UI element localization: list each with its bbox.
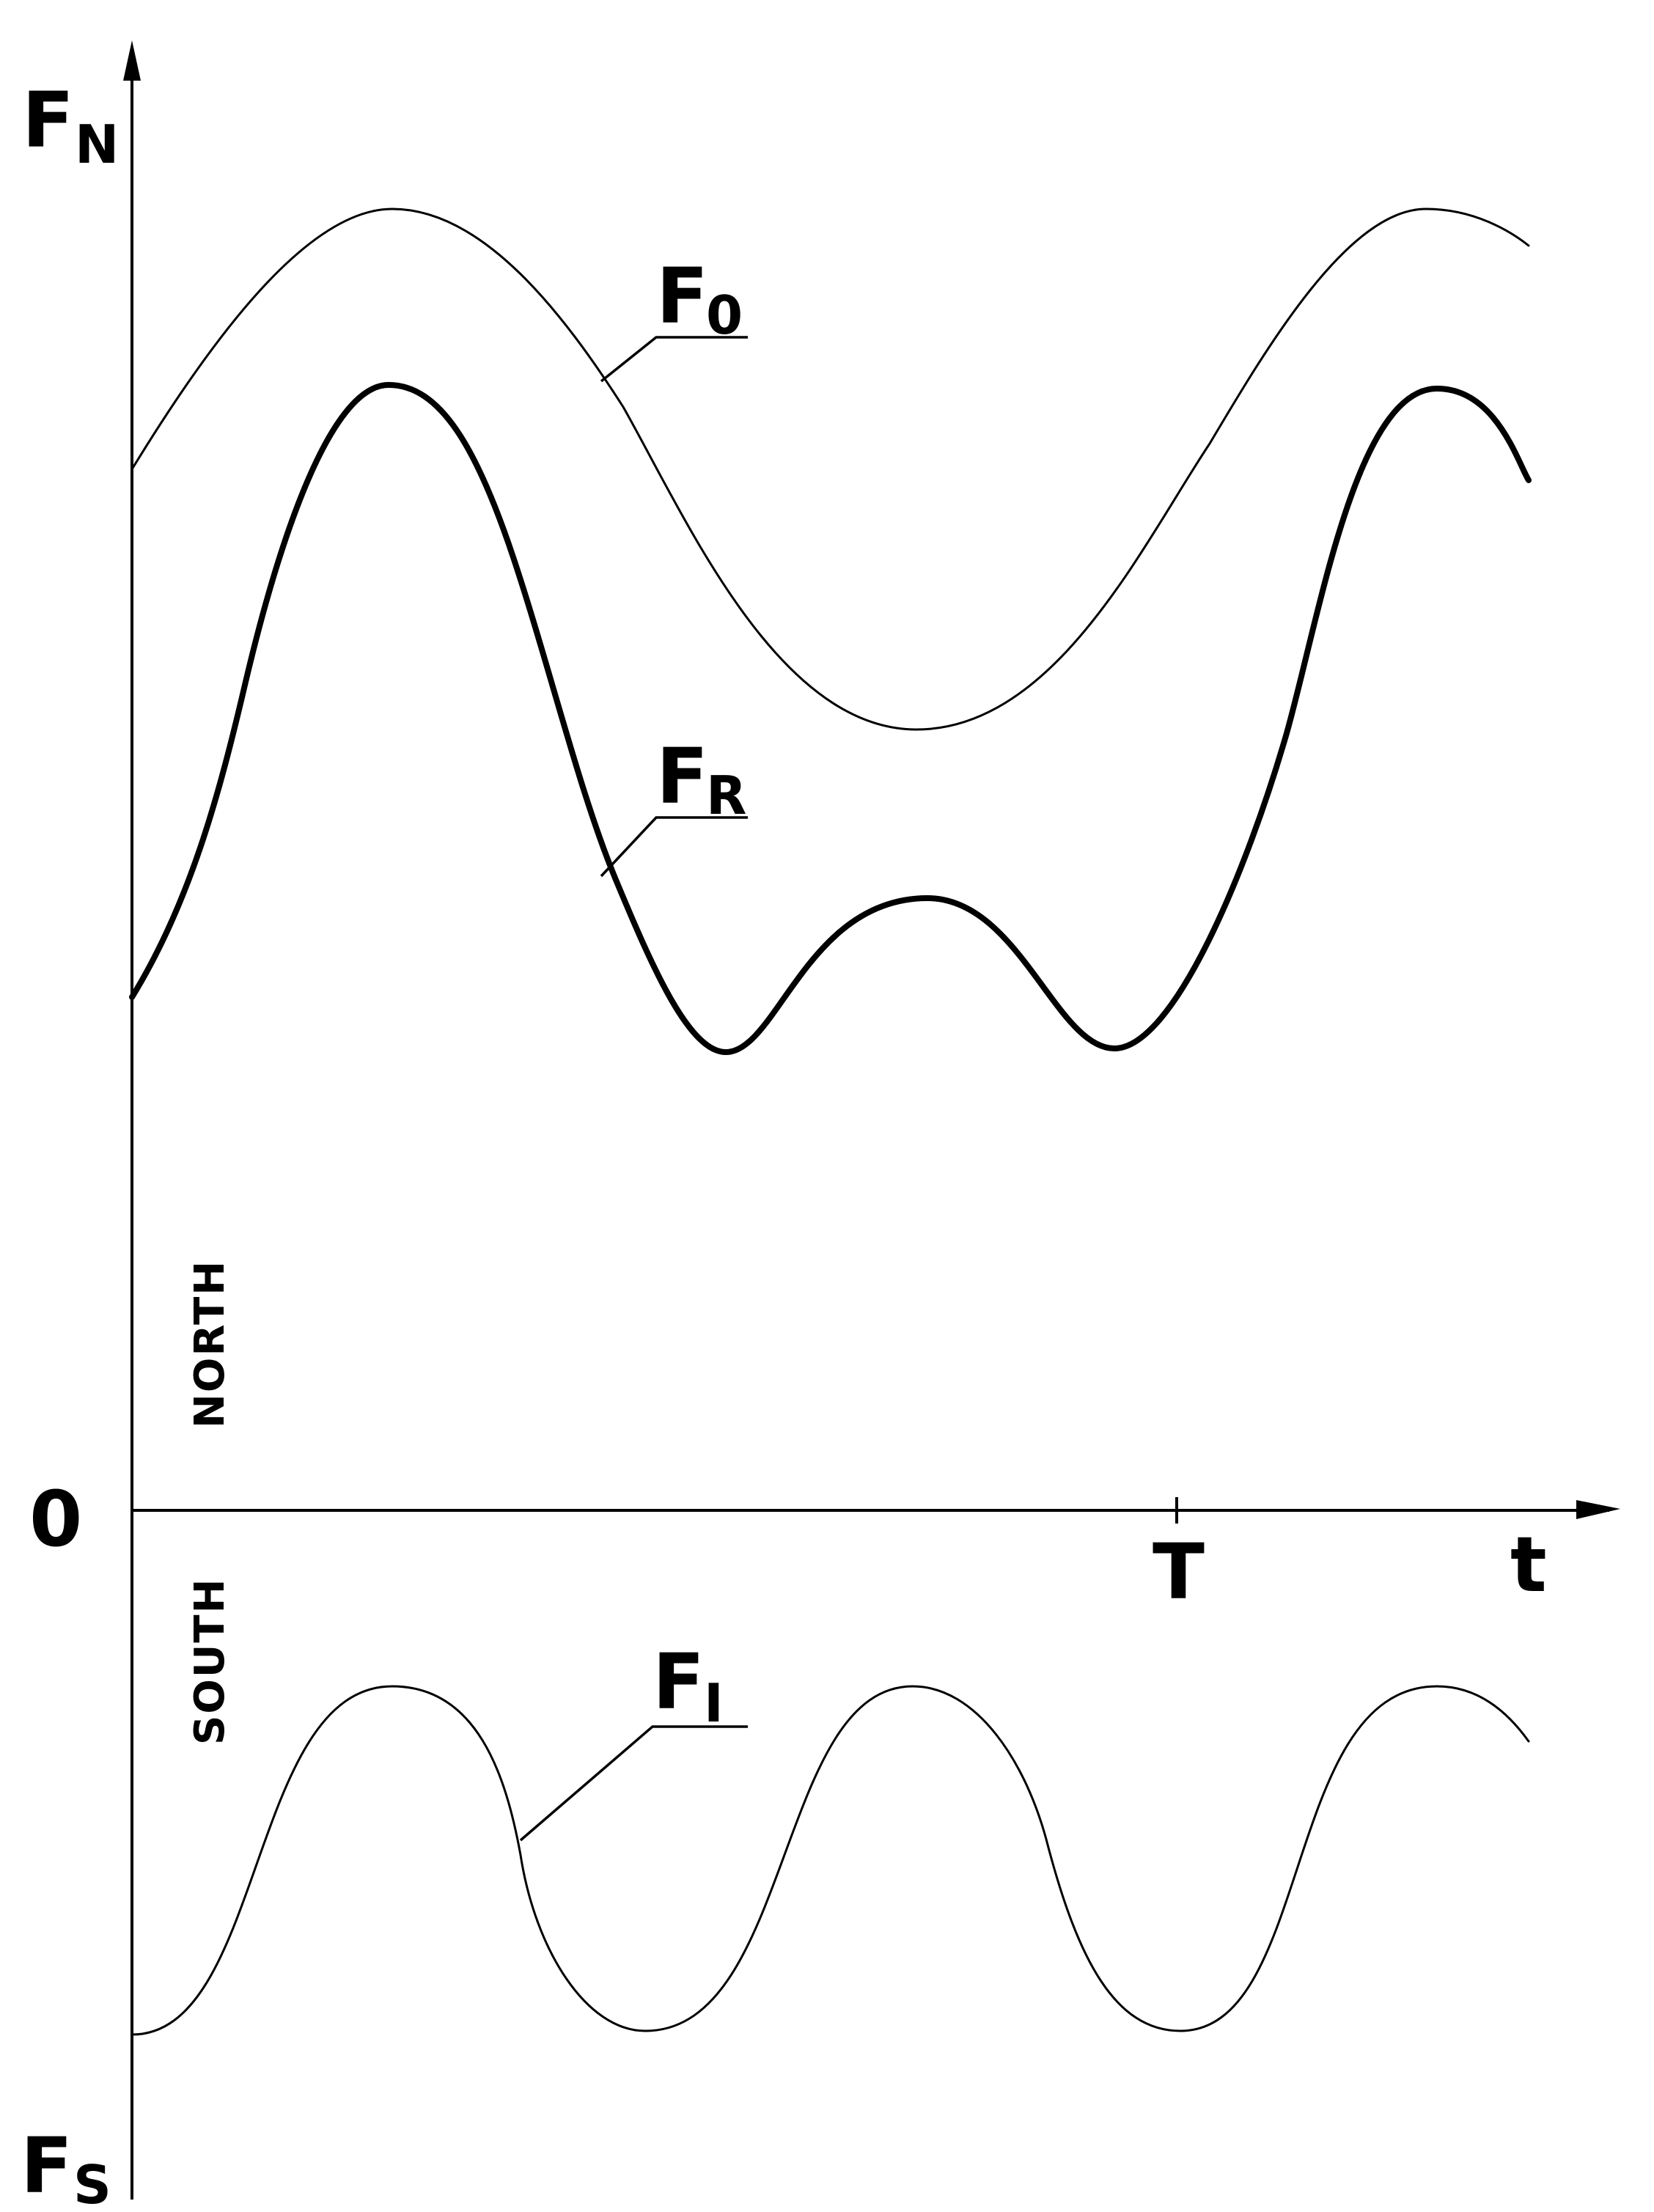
fr-label-group: F R — [600, 732, 748, 878]
period-label: T — [1153, 1527, 1205, 1617]
y-bottom-label: F — [21, 2121, 73, 2211]
y-bottom-subscript: S — [73, 2154, 111, 2212]
axes — [123, 40, 1620, 2200]
south-label: SOUTH — [186, 1578, 234, 1745]
fr-leader — [600, 816, 748, 878]
north-label: NORTH — [186, 1260, 234, 1428]
origin-label: 0 — [29, 1474, 82, 1564]
fr-curve — [129, 382, 1532, 1055]
f0-label-group: F 0 — [600, 251, 748, 383]
fi-curve — [131, 1685, 1530, 2036]
fr-subscript: R — [706, 765, 746, 826]
fi-subscript: I — [704, 1672, 724, 1734]
fi-label-group: F I — [519, 1637, 748, 1842]
fi-leader — [519, 1725, 748, 1842]
y-top-subscript: N — [75, 114, 119, 175]
f0-subscript: 0 — [706, 284, 743, 346]
f0-leader — [600, 336, 748, 383]
y-axis-arrowhead — [123, 40, 141, 81]
fi-label: F — [653, 1637, 705, 1727]
fr-label: F — [656, 732, 708, 821]
x-axis-label: t — [1510, 1520, 1547, 1609]
f0-label: F — [656, 251, 708, 341]
y-top-label: F — [22, 76, 74, 165]
f0-curve — [131, 207, 1530, 731]
x-axis-arrowhead — [1576, 1500, 1620, 1519]
